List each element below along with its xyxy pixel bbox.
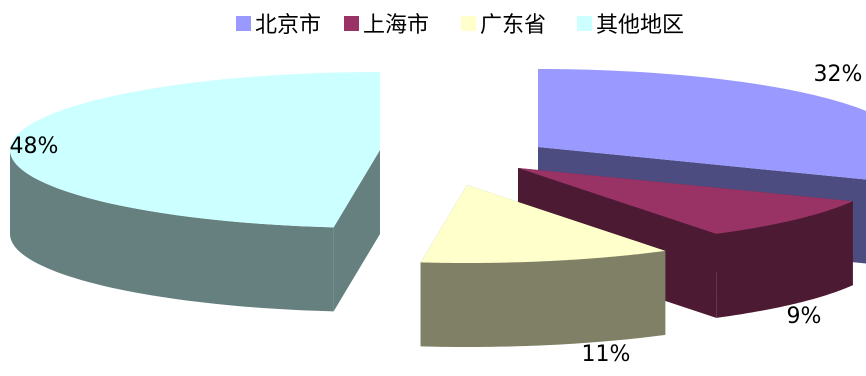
data-labels: 32% 9% 11% 48% bbox=[10, 62, 863, 367]
legend-label: 其他地区 bbox=[596, 13, 684, 38]
legend-label: 上海市 bbox=[363, 13, 429, 38]
legend-swatch bbox=[236, 16, 251, 31]
legend-label: 广东省 bbox=[480, 13, 546, 38]
legend-item-4: 其他地区 bbox=[577, 13, 684, 38]
legend: 北京市 上海市 广东省 其他地区 bbox=[236, 13, 684, 38]
slice-outer-wall bbox=[420, 250, 666, 347]
legend-item-3: 广东省 bbox=[461, 13, 546, 38]
legend-swatch bbox=[577, 16, 592, 31]
legend-swatch bbox=[461, 16, 476, 31]
legend-item-1: 北京市 bbox=[236, 13, 321, 38]
pie-slices bbox=[10, 69, 866, 347]
slice-cut-face bbox=[333, 150, 380, 312]
legend-item-2: 上海市 bbox=[344, 13, 429, 38]
data-label-3: 11% bbox=[582, 342, 631, 367]
slice-top-face bbox=[420, 185, 666, 263]
legend-swatch bbox=[344, 16, 359, 31]
slice-top-face bbox=[518, 168, 853, 234]
data-label-4: 48% bbox=[10, 134, 59, 159]
slice-top-face bbox=[10, 72, 381, 228]
data-label-2: 9% bbox=[787, 304, 822, 329]
slice-top-face bbox=[538, 69, 866, 180]
slice-outer-wall bbox=[10, 150, 334, 312]
data-label-1: 32% bbox=[814, 62, 863, 87]
legend-label: 北京市 bbox=[255, 13, 321, 38]
pie-slice-3 bbox=[420, 185, 666, 347]
slice-outer-wall bbox=[716, 201, 853, 318]
pie-slice-4 bbox=[10, 72, 381, 312]
